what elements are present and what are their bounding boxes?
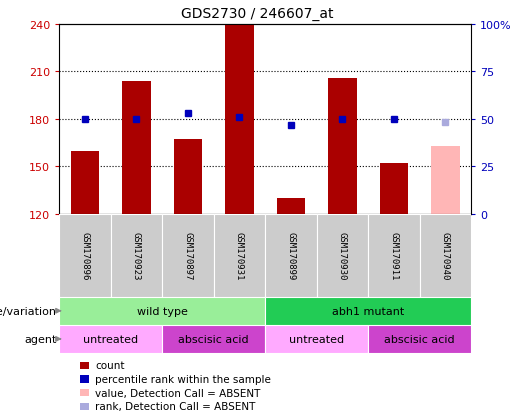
Bar	[368, 325, 471, 353]
Bar	[174, 140, 202, 214]
Bar	[265, 214, 317, 297]
Text: rank, Detection Call = ABSENT: rank, Detection Call = ABSENT	[95, 401, 255, 411]
Text: value, Detection Call = ABSENT: value, Detection Call = ABSENT	[95, 388, 261, 398]
Text: abscisic acid: abscisic acid	[384, 334, 455, 344]
Text: abscisic acid: abscisic acid	[178, 334, 249, 344]
Text: GSM170930: GSM170930	[338, 232, 347, 280]
Bar	[277, 199, 305, 214]
Text: GSM170923: GSM170923	[132, 232, 141, 280]
Bar	[123, 82, 150, 214]
Bar	[111, 214, 162, 297]
Text: abh1 mutant: abh1 mutant	[332, 306, 404, 316]
Text: GSM170899: GSM170899	[286, 232, 296, 280]
Bar	[265, 325, 368, 353]
Bar	[71, 151, 99, 214]
Text: GSM170896: GSM170896	[80, 232, 90, 280]
Text: percentile rank within the sample: percentile rank within the sample	[95, 374, 271, 384]
Text: untreated: untreated	[83, 334, 139, 344]
Bar	[59, 325, 162, 353]
Bar	[329, 78, 356, 214]
Text: GSM170911: GSM170911	[389, 232, 399, 280]
Text: GDS2730 / 246607_at: GDS2730 / 246607_at	[181, 7, 334, 21]
Text: untreated: untreated	[289, 334, 345, 344]
Text: GSM170931: GSM170931	[235, 232, 244, 280]
Text: count: count	[95, 361, 125, 370]
Text: genotype/variation: genotype/variation	[0, 306, 57, 316]
Text: GSM170940: GSM170940	[441, 232, 450, 280]
Text: wild type: wild type	[137, 306, 187, 316]
Bar	[380, 164, 408, 214]
Bar	[59, 214, 111, 297]
Bar	[420, 214, 471, 297]
Bar	[59, 297, 265, 325]
Bar	[214, 214, 265, 297]
Bar	[162, 325, 265, 353]
Text: agent: agent	[24, 334, 57, 344]
Bar	[368, 214, 420, 297]
Bar	[431, 147, 459, 214]
Bar	[162, 214, 214, 297]
Bar	[317, 214, 368, 297]
Bar	[265, 297, 471, 325]
Text: GSM170897: GSM170897	[183, 232, 193, 280]
Bar	[226, 26, 253, 214]
